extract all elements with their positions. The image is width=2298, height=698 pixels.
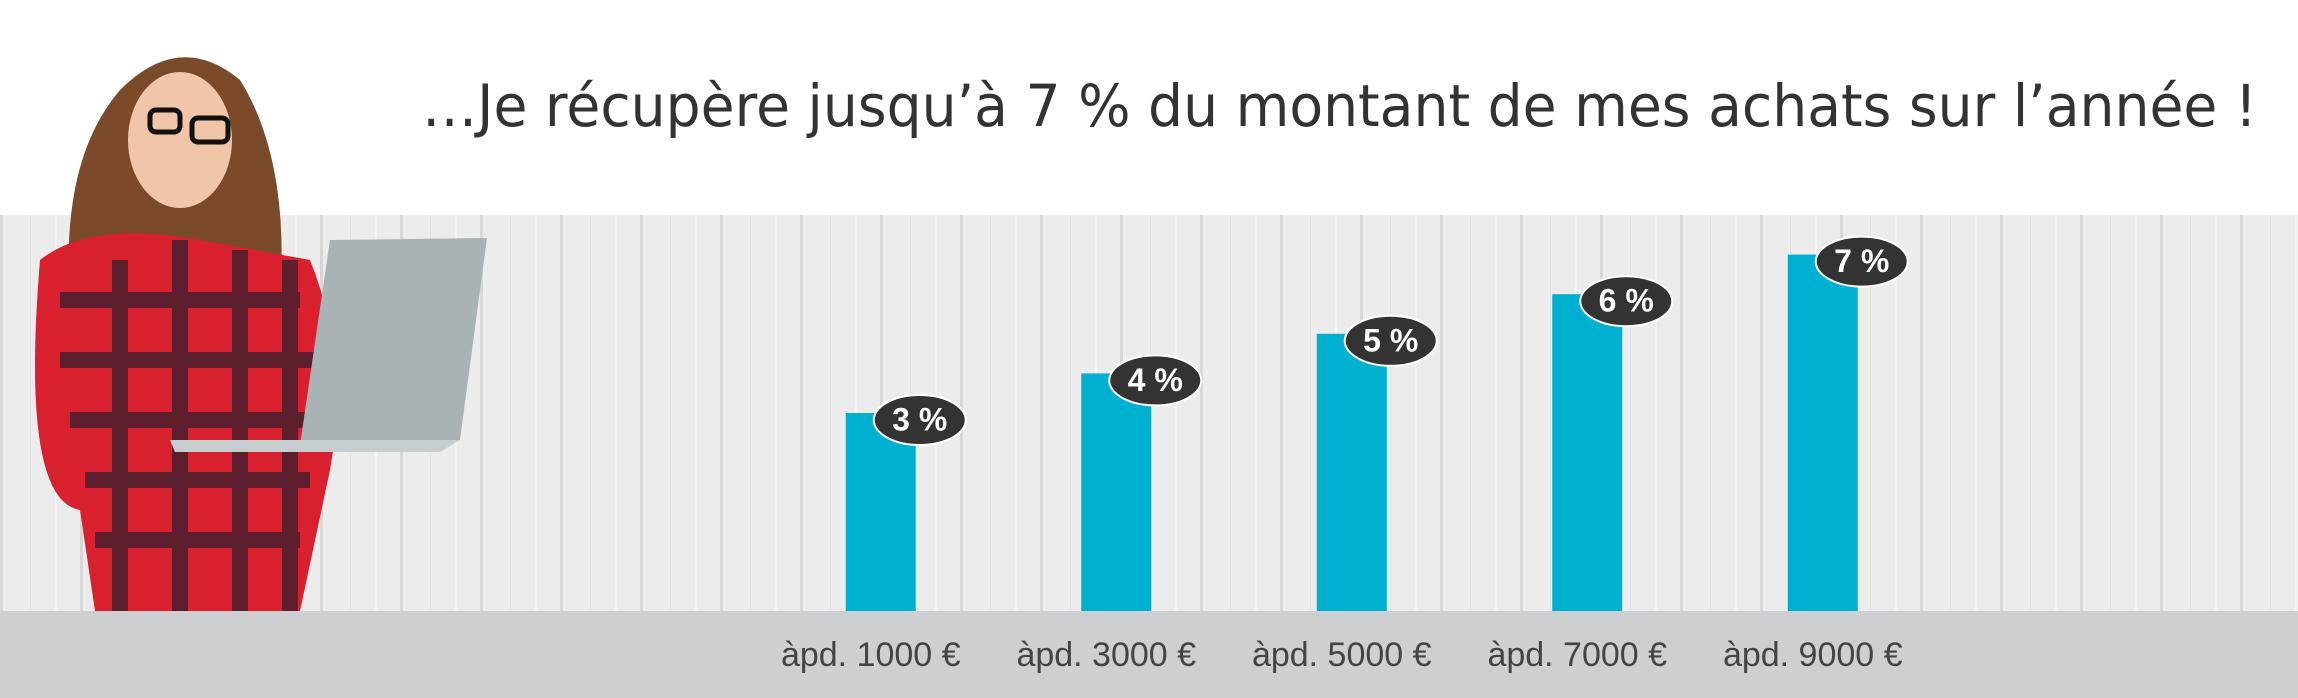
header-bg <box>0 0 2298 215</box>
bar <box>845 413 916 611</box>
woman-illustration <box>35 57 487 612</box>
value-badge <box>1343 314 1438 367</box>
bar <box>1552 294 1623 611</box>
value-badge <box>872 394 967 446</box>
value-badge <box>1108 354 1203 407</box>
value-label: 7 % <box>1834 243 1889 279</box>
x-tick-label: àpd. 5000 € <box>1252 636 1432 674</box>
value-label: 5 % <box>1363 322 1418 358</box>
bar <box>1787 254 1858 611</box>
footer-bg <box>0 611 2298 698</box>
chart-title: …Je récupère jusqu’à 7 % du montant de m… <box>422 72 2257 140</box>
x-tick-label: àpd. 7000 € <box>1487 636 1667 674</box>
value-badge <box>1579 275 1674 328</box>
value-badge <box>1814 235 1909 288</box>
x-tick-label: àpd. 1000 € <box>781 636 961 674</box>
x-tick-label: àpd. 9000 € <box>1723 636 1903 674</box>
x-tick-label: àpd. 3000 € <box>1016 636 1196 674</box>
value-label: 6 % <box>1599 283 1654 319</box>
value-label: 4 % <box>1128 362 1183 398</box>
bar <box>1316 333 1387 611</box>
bar <box>1081 373 1152 611</box>
value-label: 3 % <box>892 401 947 437</box>
